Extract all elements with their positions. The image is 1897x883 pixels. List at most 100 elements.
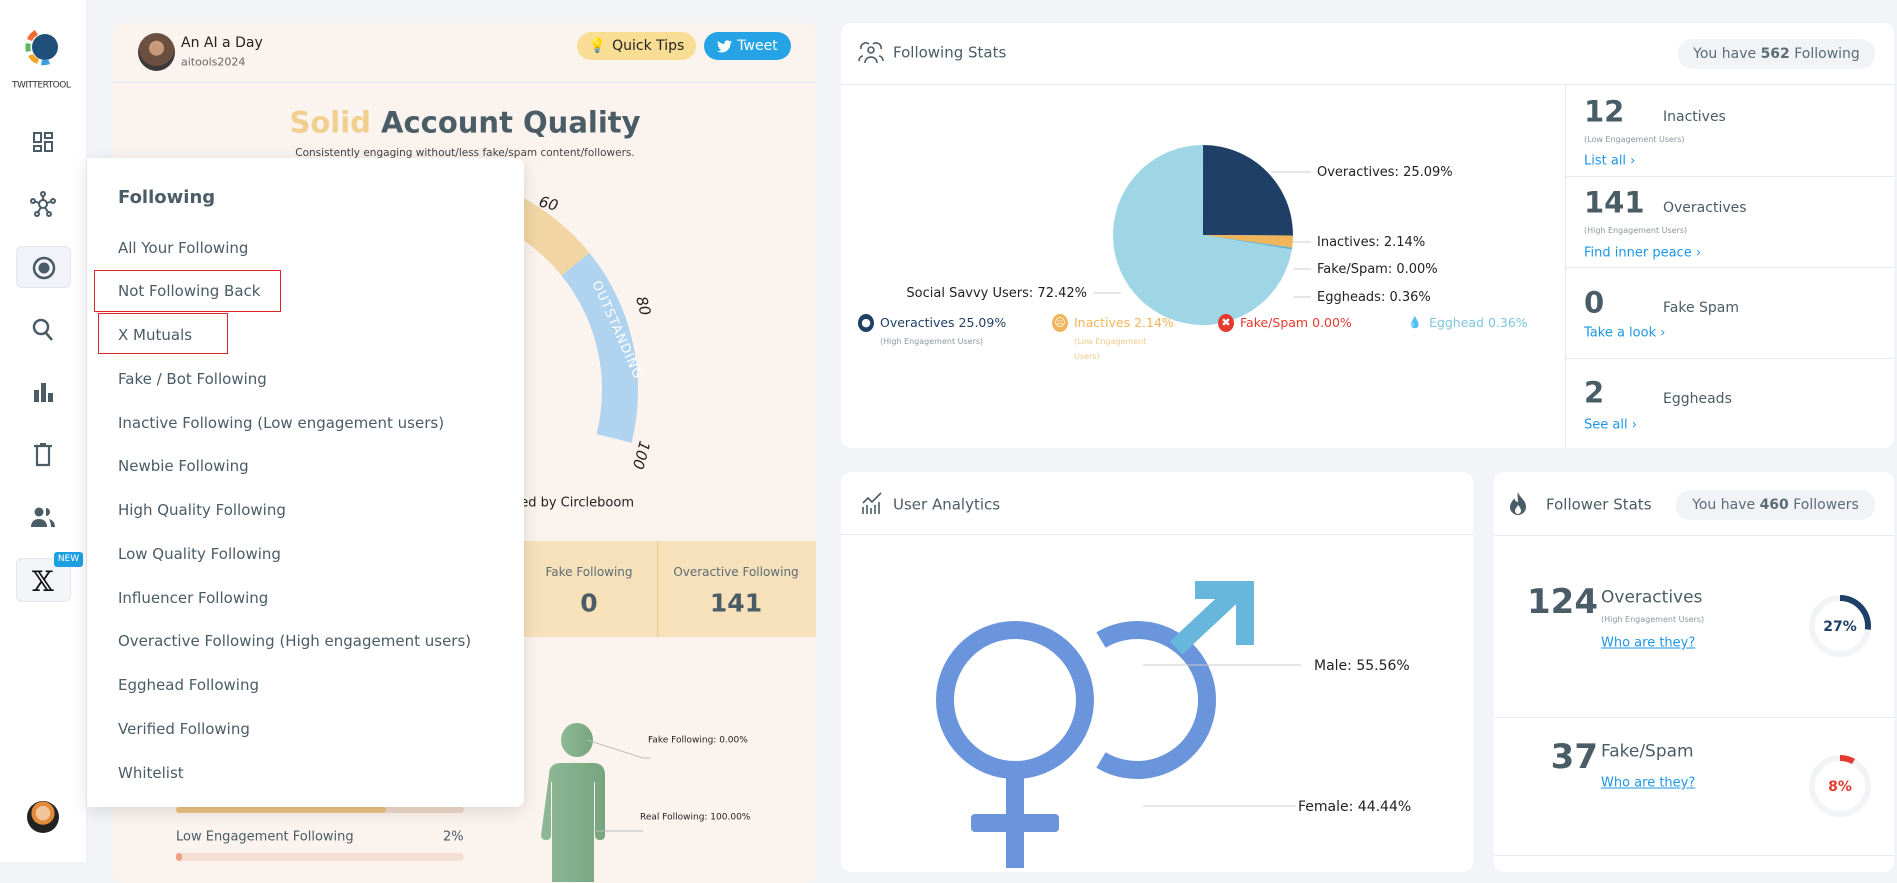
- who-are-they-fake-link[interactable]: Who are they?: [1601, 775, 1696, 791]
- person-figure: [541, 723, 651, 882]
- account-handle: aitools2024: [181, 55, 246, 69]
- menu-item-not-following-back[interactable]: Not Following Back: [118, 282, 261, 300]
- quick-tips-button[interactable]: 💡 Quick Tips: [577, 32, 696, 60]
- flame-icon: [1510, 492, 1526, 515]
- follower-overactives-count: 124: [1527, 582, 1598, 622]
- user-avatar[interactable]: [27, 801, 59, 833]
- eggheads-label: Eggheads: [1663, 391, 1732, 407]
- stat-label-overactive: Overactive Following: [673, 565, 799, 579]
- menu-item-low-quality[interactable]: Low Quality Following: [118, 545, 281, 563]
- person-head: [561, 723, 593, 757]
- radar-icon: [32, 256, 56, 280]
- find-inner-peace-link[interactable]: Find inner peace ›: [1584, 245, 1702, 261]
- gender-chart: Male: 55.56% Female: 44.44%: [936, 581, 1411, 868]
- pie-label-inactives: Inactives: 2.14%: [1317, 235, 1425, 250]
- fake-spam-percent: 8%: [1828, 779, 1852, 795]
- overactives-label: Overactives: [1663, 200, 1747, 216]
- list-all-link[interactable]: List all ›: [1584, 153, 1636, 169]
- overactives-donut: 27%: [1809, 595, 1871, 657]
- eggheads-count: 2: [1584, 375, 1605, 410]
- pie-slice-eggheads[interactable]: [1203, 235, 1293, 250]
- female-label: Female: 44.44%: [1298, 799, 1411, 815]
- follower-overactives-sub: (High Engagement Users): [1601, 615, 1705, 624]
- menu-item-verified[interactable]: Verified Following: [118, 720, 250, 738]
- menu-item-egghead[interactable]: Egghead Following: [118, 676, 259, 694]
- overactives-donut-arc: [1839, 595, 1871, 630]
- trash-icon[interactable]: [27, 439, 59, 471]
- legend-sublabel: (High Engagement Users): [880, 337, 984, 346]
- quality-word: Solid: [289, 105, 371, 140]
- fake-spam-donut: 8%: [1809, 755, 1871, 817]
- female-symbol: [936, 621, 1094, 779]
- following-stats-title: Following Stats: [893, 43, 1007, 62]
- sidebar: TWITTERTOOL 𝕏 NEW: [0, 0, 87, 862]
- new-badge: NEW: [54, 552, 83, 567]
- fake-spam-label: Fake Spam: [1663, 300, 1740, 316]
- progress-bar-1: [176, 807, 464, 813]
- analytics-icon: [862, 492, 882, 514]
- low-engagement-value: 2%: [443, 829, 464, 845]
- stat-label-fake: Fake Following: [545, 565, 633, 579]
- person-body: [541, 763, 605, 882]
- overactives-sub: (High Engagement Users): [1584, 226, 1688, 235]
- overactives-count: 141: [1584, 185, 1645, 220]
- inactives-count: 12: [1584, 94, 1625, 129]
- followers-count-pill: You have 460 Followers: [1676, 490, 1875, 520]
- tweet-button[interactable]: Tweet: [704, 32, 791, 60]
- menu-item-fake-bot[interactable]: Fake / Bot Following: [118, 370, 267, 388]
- menu-item-high-quality[interactable]: High Quality Following: [118, 501, 286, 519]
- tweet-label: Tweet: [737, 38, 778, 54]
- gauge-label-80: 80: [632, 294, 654, 317]
- real-following-label: Real Following: 100.00%: [640, 812, 751, 823]
- fake-spam-angry-icon: ✖: [1218, 314, 1234, 332]
- menu-item-overactive[interactable]: Overactive Following (High engagement us…: [118, 632, 472, 650]
- inactives-sad-icon: ☹: [1052, 314, 1068, 332]
- male-label: Male: 55.56%: [1314, 658, 1410, 674]
- who-are-they-overactives-link[interactable]: Who are they?: [1601, 635, 1696, 651]
- menu-item-newbie[interactable]: Newbie Following: [118, 457, 249, 475]
- sidebar-item-x[interactable]: 𝕏: [16, 558, 71, 602]
- dropdown-title: Following: [118, 187, 216, 208]
- quality-subtitle: Consistently engaging without/less fake/…: [295, 146, 635, 159]
- pie-label-overactives: Overactives: 25.09%: [1317, 165, 1453, 180]
- pie-slice-inactives[interactable]: [1203, 235, 1293, 248]
- menu-item-influencer[interactable]: Influencer Following: [118, 589, 269, 607]
- search-icon[interactable]: [27, 314, 59, 346]
- following-group-icon: [858, 42, 884, 64]
- pie-slice-social-savvy-users[interactable]: [1113, 145, 1292, 326]
- pill-text-suffix: Following: [1789, 46, 1860, 62]
- menu-item-all-following[interactable]: All Your Following: [118, 239, 249, 257]
- network-icon[interactable]: [27, 188, 59, 220]
- menu-item-whitelist[interactable]: Whitelist: [118, 764, 184, 782]
- dashboard-icon[interactable]: [27, 126, 59, 158]
- users-icon[interactable]: [27, 501, 59, 533]
- following-stats-card: Following Stats You have 562 Following O…: [841, 23, 1894, 448]
- menu-item-inactive[interactable]: Inactive Following (Low engagement users…: [118, 414, 445, 432]
- legend-label: Egghead 0.36%: [1429, 314, 1528, 330]
- gauge-label-100: 100: [629, 439, 654, 471]
- pie-slice-overactives[interactable]: [1203, 145, 1293, 236]
- stat-value-overactive: 141: [709, 588, 763, 618]
- legend-label: Inactives 2.14%: [1074, 314, 1174, 330]
- legend-sublabel: (Low Engagement Users): [1074, 337, 1147, 361]
- follower-fake-count: 37: [1550, 737, 1598, 777]
- follower-stats-title: Follower Stats: [1546, 495, 1652, 514]
- x-icon: 𝕏: [32, 565, 54, 598]
- stat-value-fake: 0: [580, 588, 598, 618]
- chart-icon[interactable]: [27, 376, 59, 408]
- sidebar-item-following-active[interactable]: [16, 246, 71, 288]
- user-analytics-title: User Analytics: [893, 495, 1001, 514]
- inactives-sub: (Low Engagement Users): [1584, 135, 1685, 144]
- quality-rest: Account Quality: [381, 105, 641, 140]
- pill-text: You have: [1692, 497, 1760, 513]
- gauge-label-60: 60: [537, 192, 560, 214]
- male-arrow: [1169, 581, 1254, 655]
- fake-spam-donut-arc: [1839, 755, 1855, 765]
- take-a-look-link[interactable]: Take a look ›: [1584, 325, 1666, 341]
- see-all-link[interactable]: See all ›: [1584, 417, 1637, 433]
- profile-avatar: [138, 33, 175, 71]
- inactives-label: Inactives: [1663, 109, 1726, 125]
- user-analytics-card: User Analytics Male: 55.56% Female: 44.4…: [841, 472, 1473, 872]
- account-name: An AI a Day: [181, 35, 263, 51]
- menu-item-x-mutuals[interactable]: X Mutuals: [118, 326, 193, 344]
